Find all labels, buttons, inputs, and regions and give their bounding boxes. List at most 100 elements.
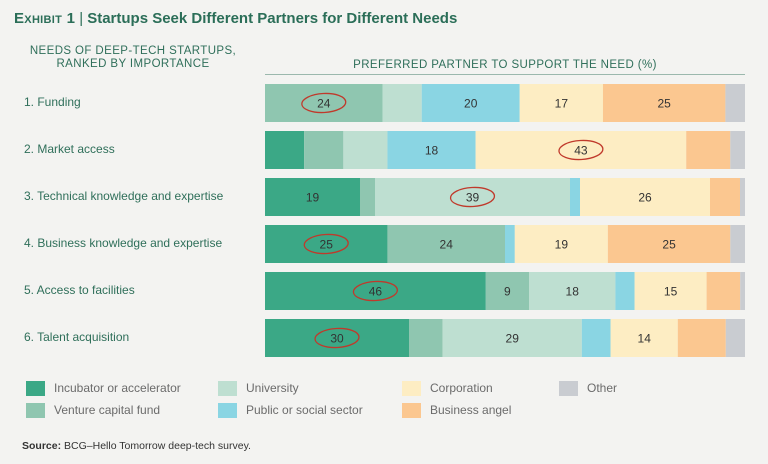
bar-segment-r6-s6 [677,319,726,357]
data-label-r4-s5: 19 [555,238,569,252]
row-label-4: 4. Business knowledge and expertise [24,236,223,250]
bar-segment-r5-s4 [615,272,635,310]
highlight-circle-r1 [301,92,347,114]
bar-segment-r2-s4 [387,131,476,169]
source-text: BCG–Hello Tomorrow deep-tech survey. [64,440,251,452]
bar-segment-r3-s4 [570,178,580,216]
data-label-r1-s4: 20 [464,97,478,111]
data-label-r4-s2: 24 [440,238,454,252]
bar-segment-r4-s6 [607,225,731,263]
bar-segment-r2-s2 [304,131,344,169]
bar-segment-r5-s2 [485,272,529,310]
data-label-r3-s3: 39 [466,191,480,205]
title-separator: | [79,10,84,27]
data-label-r5-s3: 18 [566,285,580,299]
legend-label: Venture capital fund [54,403,161,417]
partner-heading: PREFERRED PARTNER TO SUPPORT THE NEED (%… [353,59,657,71]
bar-segment-r2-s5 [475,131,687,169]
bar-segment-r6-s3 [442,319,582,357]
bar-segment-r3-s7 [740,178,745,216]
legend-swatch [402,403,421,419]
title-text: Startups Seek Different Partners for Dif… [87,10,458,27]
bar-segment-r3-s6 [710,178,740,216]
chart-title: Exhibit 1 | Startups Seek Different Partne… [14,10,457,27]
highlight-circle-r4 [303,233,349,255]
data-label-r5-s5: 15 [664,285,678,299]
bar-segment-r5-s3 [529,272,616,310]
legend-item-2: Venture capital fund [26,403,161,419]
legend-item-4: Public or social sector [218,403,363,419]
data-label-r6-s5: 14 [638,332,652,346]
source-note: Source: BCG–Hello Tomorrow deep-tech sur… [22,440,251,452]
bar-segment-r2-s3 [343,131,388,169]
legend-swatch [218,403,237,419]
bar-segment-r1-s7 [725,84,745,122]
bar-segment-r4-s7 [730,225,745,263]
bar-segment-r3-s1 [265,178,360,216]
data-label-r1-s6: 25 [658,97,672,111]
data-label-r4-s1: 25 [320,238,334,252]
legend-item-1: Incubator or accelerator [26,381,181,397]
data-label-r3-s5: 26 [638,191,652,205]
legend-item-7: Other [559,381,618,397]
data-label-r6-s3: 29 [506,332,520,346]
bar-segment-r4-s4 [505,225,515,263]
data-label-r5-s1: 46 [369,285,383,299]
bar-segment-r6-s7 [725,319,745,357]
needs-heading-line-2: RANKED BY IMPORTANCE [56,58,210,70]
legend-swatch [559,381,578,397]
row-label-5: 5. Access to facilities [24,283,135,297]
bar-segment-r6-s2 [409,319,443,357]
bar-segment-r3-s5 [580,178,710,216]
bar-segment-r1-s5 [519,84,603,122]
bar-segment-r3-s2 [360,178,375,216]
legend-swatch [26,403,45,419]
data-label-r2-s4: 18 [425,144,439,158]
data-label-r4-s6: 25 [662,238,676,252]
highlight-circle-r3 [449,186,496,208]
data-label-r1-s2: 24 [317,97,331,111]
bar-segment-r4-s5 [514,225,608,263]
bar-segment-r2-s6 [686,131,731,169]
needs-heading-line-1: NEEDS OF DEEP-TECH STARTUPS, [29,45,237,57]
bar-segment-r5-s1 [265,272,486,310]
highlight-circle-r5 [352,280,399,302]
bar-segment-r5-s6 [706,272,741,310]
row-label-6: 6. Talent acquisition [24,330,130,344]
legend-label: University [246,381,299,395]
heading-rule [265,74,745,75]
legend-swatch [218,381,237,397]
bar-segment-r1-s2 [265,84,383,122]
legend-swatch [402,381,421,397]
data-label-r1-s5: 17 [555,97,569,111]
bar-segment-r2-s1 [265,131,305,169]
data-label-r2-s5: 43 [574,144,588,158]
legend-item-6: Business angel [402,403,512,419]
legend-swatch [26,381,45,397]
legend-label: Corporation [430,381,493,395]
bar-segment-r4-s1 [265,225,388,263]
bar-segment-r3-s3 [375,178,570,216]
legend-label: Incubator or accelerator [54,381,181,395]
legend-label: Business angel [430,403,512,417]
data-label-r5-s2: 9 [504,285,511,299]
source-label: Source: [22,440,62,452]
legend-item-5: Corporation [402,381,493,397]
bar-segment-r6-s5 [610,319,678,357]
exhibit-label: Exhibit 1 [14,10,76,27]
data-label-r3-s1: 19 [306,191,320,205]
bar-segment-r1-s3 [382,84,422,122]
bar-segment-r1-s6 [602,84,726,122]
legend-label: Public or social sector [246,403,363,417]
bar-segment-r6-s4 [581,319,611,357]
bar-segment-r4-s2 [387,225,505,263]
legend-label: Other [587,381,618,395]
needs-heading: NEEDS OF DEEP-TECH STARTUPS, RANKED BY I… [18,45,248,71]
data-label-r6-s1: 30 [330,332,344,346]
highlight-circle-r6 [314,327,360,349]
bar-segment-r6-s1 [265,319,409,357]
bar-segment-r5-s5 [634,272,707,310]
row-label-1: 1. Funding [24,95,81,109]
row-label-3: 3. Technical knowledge and expertise [24,189,224,203]
